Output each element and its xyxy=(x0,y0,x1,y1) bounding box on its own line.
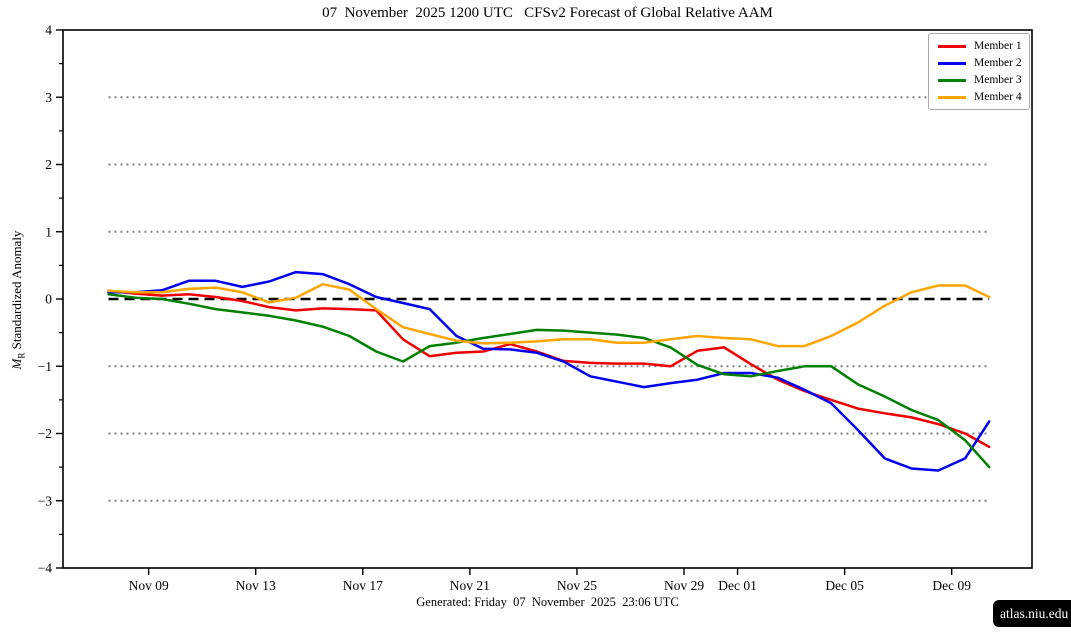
legend-item-label: Member 4 xyxy=(974,91,1022,103)
x-tick-label: Nov 29 xyxy=(664,578,704,593)
y-tick-label: 3 xyxy=(45,90,52,105)
y-tick-label: −4 xyxy=(38,561,53,576)
legend-line-swatch xyxy=(938,45,966,48)
x-tick-label: Nov 09 xyxy=(129,578,169,593)
x-tick-label: Nov 17 xyxy=(343,578,383,593)
site-badge: atlas.niu.edu xyxy=(993,600,1071,627)
generated-timestamp: Generated: Friday 07 November 2025 23:06… xyxy=(416,595,679,609)
x-tick-label: Dec 09 xyxy=(932,578,971,593)
legend-item-label: Member 1 xyxy=(974,40,1022,52)
x-tick-label: Nov 13 xyxy=(236,578,276,593)
legend-item-member-4: Member 4 xyxy=(929,89,1029,106)
y-tick-label: 4 xyxy=(45,23,52,38)
legend-line-swatch xyxy=(938,79,966,82)
series-line-member-4 xyxy=(107,282,991,348)
y-axis-label-symbol: M xyxy=(9,358,24,370)
y-axis-label-text: Standardized Anomaly xyxy=(9,230,24,353)
legend-item-member-2: Member 2 xyxy=(929,55,1029,72)
legend-item-label: Member 3 xyxy=(974,74,1022,86)
y-tick-label: −1 xyxy=(38,359,52,374)
y-tick-label: −3 xyxy=(38,493,53,508)
y-tick-label: 0 xyxy=(45,292,52,307)
y-tick-label: 1 xyxy=(45,224,52,239)
chart-title: 07 November 2025 1200 UTC CFSv2 Forecast… xyxy=(322,5,773,21)
series-line-member-2 xyxy=(107,270,991,472)
x-tick-label: Dec 01 xyxy=(718,578,757,593)
legend-line-swatch xyxy=(938,96,966,99)
legend-line-swatch xyxy=(938,62,966,65)
legend-item-label: Member 2 xyxy=(974,57,1022,69)
legend-item-member-1: Member 1 xyxy=(929,38,1029,55)
y-tick-label: 2 xyxy=(45,157,52,172)
y-axis-label: MR Standardized Anomaly xyxy=(9,150,27,450)
series-line-member-1 xyxy=(107,289,991,449)
x-tick-label: Dec 05 xyxy=(825,578,864,593)
legend-item-member-3: Member 3 xyxy=(929,72,1029,89)
x-tick-label: Nov 25 xyxy=(557,578,597,593)
y-tick-label: −2 xyxy=(38,426,52,441)
legend: Member 1 Member 2 Member 3 Member 4 xyxy=(928,33,1030,110)
series-line-member-3 xyxy=(107,293,991,469)
x-tick-label: Nov 21 xyxy=(450,578,490,593)
y-axis-label-subscript: R xyxy=(16,352,27,359)
